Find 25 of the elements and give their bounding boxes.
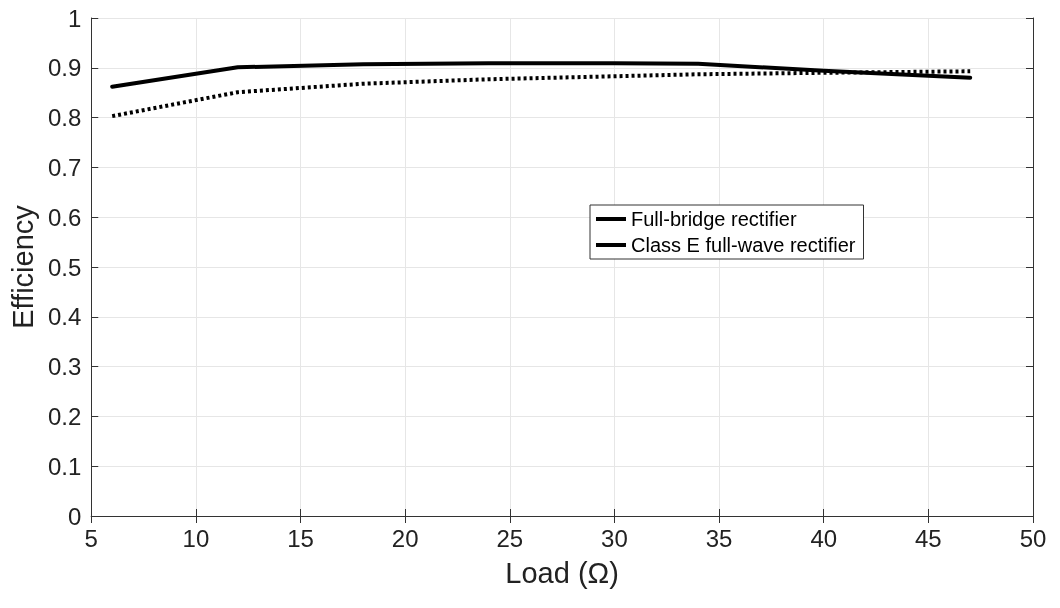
x-tick-label: 10 xyxy=(182,524,210,552)
y-tick-label: 0.1 xyxy=(47,452,82,480)
x-tick-label: 30 xyxy=(601,524,628,552)
x-axis-title: Load (Ω) xyxy=(505,556,619,589)
legend-label: Class E full-wave rectifier xyxy=(631,234,856,256)
x-tick-label: 40 xyxy=(810,524,838,552)
y-tick-label: 0.4 xyxy=(47,303,82,331)
y-tick-label: 0.7 xyxy=(47,153,82,181)
x-tick-label: 5 xyxy=(84,524,98,552)
y-axis-title: Efficiency xyxy=(6,204,39,329)
x-tick-label: 45 xyxy=(915,524,942,552)
y-tick-label: 0.2 xyxy=(47,402,82,430)
x-tick-label: 25 xyxy=(496,524,524,552)
y-tick-label: 0 xyxy=(67,502,82,530)
y-tick-label: 1 xyxy=(67,4,82,32)
x-tick-label: 20 xyxy=(391,524,419,552)
y-tick-label: 0.9 xyxy=(47,54,82,82)
y-tick-label: 0.8 xyxy=(47,104,82,132)
x-tick-label: 50 xyxy=(1019,524,1047,552)
x-tick-label: 35 xyxy=(705,524,733,552)
y-tick-label: 0.3 xyxy=(47,353,82,381)
y-tick-label: 0.5 xyxy=(47,253,82,281)
y-tick-label: 0.6 xyxy=(47,203,82,231)
legend-label: Full-bridge rectifier xyxy=(631,208,797,230)
x-tick-label: 15 xyxy=(287,524,314,552)
